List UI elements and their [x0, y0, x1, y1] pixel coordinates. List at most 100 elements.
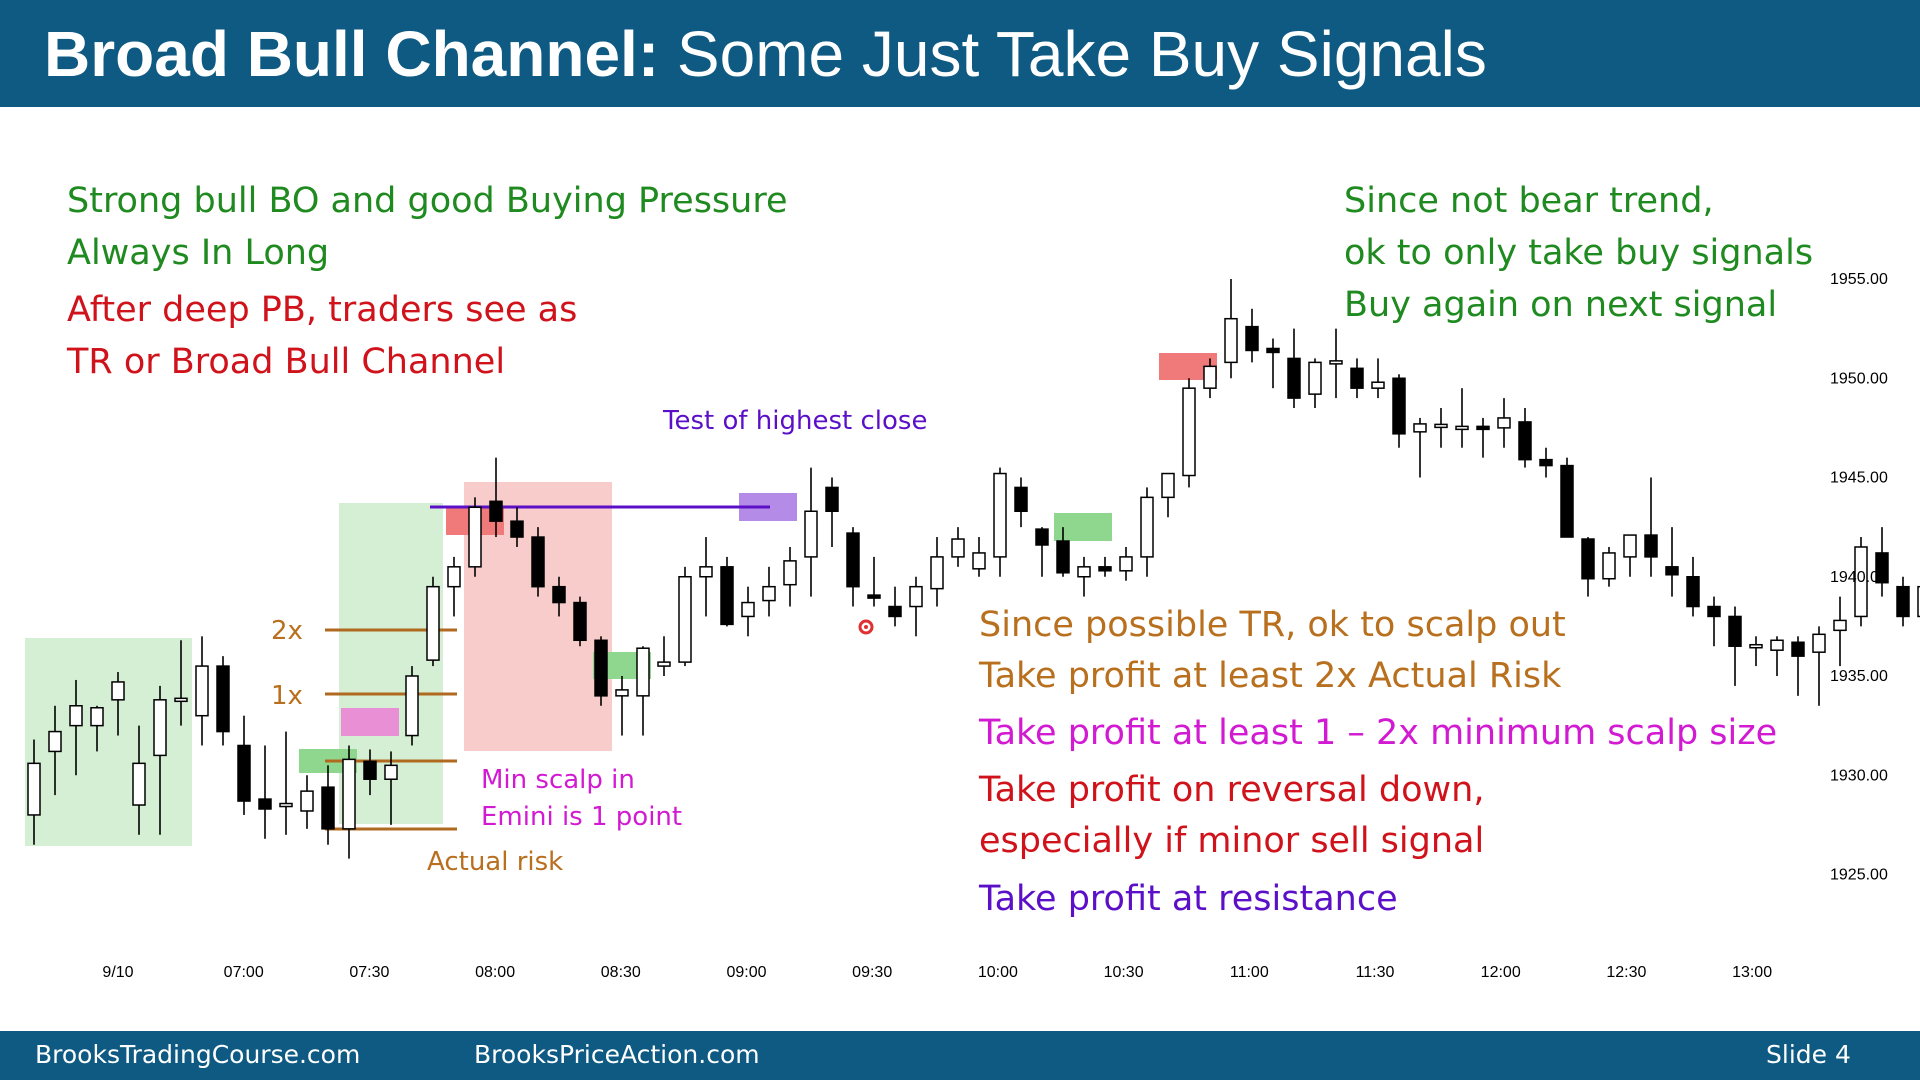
candle: [384, 751, 398, 825]
candle: [153, 685, 167, 835]
y-tick-label: 1925.00: [1830, 867, 1888, 884]
x-tick-label: 07:00: [224, 964, 264, 981]
candle-body-bear: [552, 585, 566, 604]
candle: [1266, 338, 1280, 389]
title-rest: Some Just Take Buy Signals: [659, 18, 1487, 90]
candle: [363, 749, 377, 796]
y-tick-label: 1945.00: [1830, 470, 1888, 487]
x-tick-label: 10:00: [978, 964, 1018, 981]
candle: [489, 457, 503, 538]
ann-1x: 1x: [271, 681, 303, 711]
candle-body-bull: [636, 647, 650, 697]
footer-site-2[interactable]: BrooksPriceAction.com: [474, 1040, 760, 1069]
candle: [1896, 576, 1910, 627]
marker-dot-center: [864, 625, 868, 629]
candlestick-chart: 1955.00 1950.00 1945.00 1940.00 1935.00 1930.…: [25, 181, 1920, 981]
y-axis: 1955.00 1950.00 1945.00 1940.00 1935.00 1930.…: [1830, 271, 1888, 884]
candle: [720, 556, 734, 627]
candle: [1707, 596, 1721, 647]
candle: [48, 705, 62, 796]
ann-green-left-2: Always In Long: [67, 233, 329, 273]
candle: [1455, 388, 1469, 448]
candle-body-bull: [90, 707, 104, 727]
candle: [951, 527, 965, 567]
candle: [447, 556, 461, 617]
candle-body-bear: [1665, 566, 1679, 576]
candle: [1203, 358, 1217, 399]
candle-body-bull: [405, 675, 419, 737]
ann-green-right-3: Buy again on next signal: [1344, 285, 1777, 325]
x-tick-label: 08:00: [475, 964, 515, 981]
ann-red-left-1: After deep PB, traders see as: [67, 290, 577, 330]
candle: [1560, 457, 1574, 538]
candle-body-bear: [1875, 552, 1889, 584]
candle: [762, 566, 776, 617]
candle-body-bear: [1098, 566, 1112, 572]
x-tick-label: 09:00: [726, 964, 766, 981]
candle-body-bull: [993, 472, 1007, 558]
candle-body-bull: [804, 510, 818, 558]
candle-body-bull: [1749, 643, 1763, 649]
x-tick-label: 13:00: [1732, 964, 1772, 981]
candle: [1644, 477, 1658, 577]
candle: [594, 636, 608, 706]
candle: [636, 646, 650, 736]
candle: [1077, 556, 1091, 597]
candle-body-bull: [132, 762, 146, 806]
candle: [804, 467, 818, 597]
candle-body-bull: [930, 556, 944, 590]
candle-body-bull: [741, 601, 755, 618]
candle-body-bull: [1770, 639, 1784, 651]
candle: [1581, 537, 1595, 597]
x-tick-label: 07:30: [349, 964, 389, 981]
x-tick-label: 12:00: [1481, 964, 1521, 981]
candle: [1140, 487, 1154, 577]
candle: [1161, 472, 1175, 518]
candle-body-bear: [237, 744, 251, 802]
candle-body-bull: [447, 566, 461, 588]
candle: [90, 705, 104, 752]
ann-green-left-1: Strong bull BO and good Buying Pressure: [67, 181, 788, 221]
candle-body-bull: [1182, 387, 1196, 477]
candle-body-bull: [111, 681, 125, 701]
candle: [1791, 636, 1805, 696]
candle-body-bear: [1056, 540, 1070, 574]
candle-body-bear: [1518, 421, 1532, 461]
candle: [1392, 374, 1406, 448]
candle: [1833, 596, 1847, 667]
ann-red-right-1: Take profit on reversal down,: [978, 770, 1484, 810]
candle-body-bull: [762, 585, 776, 602]
candle-body-bear: [1014, 486, 1028, 512]
candle: [426, 576, 440, 667]
candle-body-bear: [1644, 534, 1658, 558]
footer-site-1[interactable]: BrooksTradingCourse.com: [35, 1040, 361, 1069]
candle: [1875, 527, 1889, 597]
candle: [909, 576, 923, 637]
candle: [1035, 527, 1049, 577]
candle: [258, 745, 272, 839]
candle: [573, 596, 587, 647]
candle: [111, 672, 125, 736]
candle-body-bull: [1413, 423, 1427, 433]
candle-body-bear: [1266, 347, 1280, 354]
candle: [867, 556, 881, 607]
candle-body-bear: [594, 639, 608, 697]
candle-body-bull: [1140, 496, 1154, 558]
candle: [1371, 358, 1385, 399]
x-tick-label: 08:30: [601, 964, 641, 981]
ann-magenta-right: Take profit at least 1 – 2x minimum scal…: [978, 713, 1777, 753]
candle: [615, 676, 629, 736]
candle: [1098, 556, 1112, 577]
y-tick-label: 1930.00: [1830, 767, 1888, 784]
zone-magenta: [341, 708, 399, 736]
candle-body-bull: [279, 802, 293, 808]
candle: [321, 765, 335, 845]
candle: [930, 537, 944, 607]
candle-body-bull: [468, 506, 482, 568]
candle-body-bull: [951, 538, 965, 558]
ann-min-scalp-2: Emini is 1 point: [481, 802, 682, 832]
candle-body-bear: [1707, 605, 1721, 618]
candle-body-bear: [888, 605, 902, 618]
candle: [1245, 308, 1259, 363]
marker-dot: [858, 619, 874, 635]
